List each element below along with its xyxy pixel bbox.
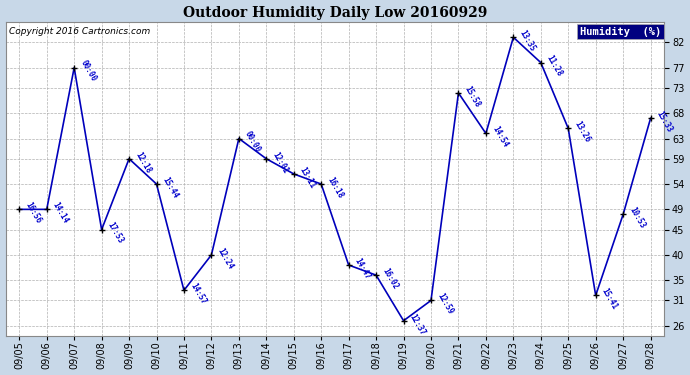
Text: 15:33: 15:33 [655,110,674,134]
Text: 14:54: 14:54 [490,125,509,149]
Text: 12:24: 12:24 [215,246,235,271]
Text: Humidity  (%): Humidity (%) [580,27,661,37]
Text: 17:53: 17:53 [106,221,125,246]
Text: 12:37: 12:37 [408,312,427,337]
Title: Outdoor Humidity Daily Low 20160929: Outdoor Humidity Daily Low 20160929 [183,6,487,20]
Text: 10:53: 10:53 [627,206,647,230]
Text: Copyright 2016 Cartronics.com: Copyright 2016 Cartronics.com [9,27,150,36]
Text: 15:41: 15:41 [600,287,619,311]
Text: 14:47: 14:47 [353,256,372,281]
Text: 00:00: 00:00 [79,59,98,84]
Text: 12:01: 12:01 [270,150,290,175]
Text: 00:00: 00:00 [243,130,262,154]
Text: 13:35: 13:35 [518,28,537,53]
Text: 15:44: 15:44 [161,176,180,200]
Text: 13:26: 13:26 [573,120,592,144]
Text: 16:18: 16:18 [326,176,345,200]
Text: 14:57: 14:57 [188,282,208,306]
Text: 14:14: 14:14 [51,201,70,225]
Text: 11:28: 11:28 [545,54,564,78]
Text: 13:11: 13:11 [298,165,317,190]
Text: 12:59: 12:59 [435,292,455,316]
Text: 16:02: 16:02 [380,267,400,291]
Text: 15:58: 15:58 [462,84,482,109]
Text: 12:18: 12:18 [133,150,152,175]
Text: 16:56: 16:56 [23,201,43,225]
